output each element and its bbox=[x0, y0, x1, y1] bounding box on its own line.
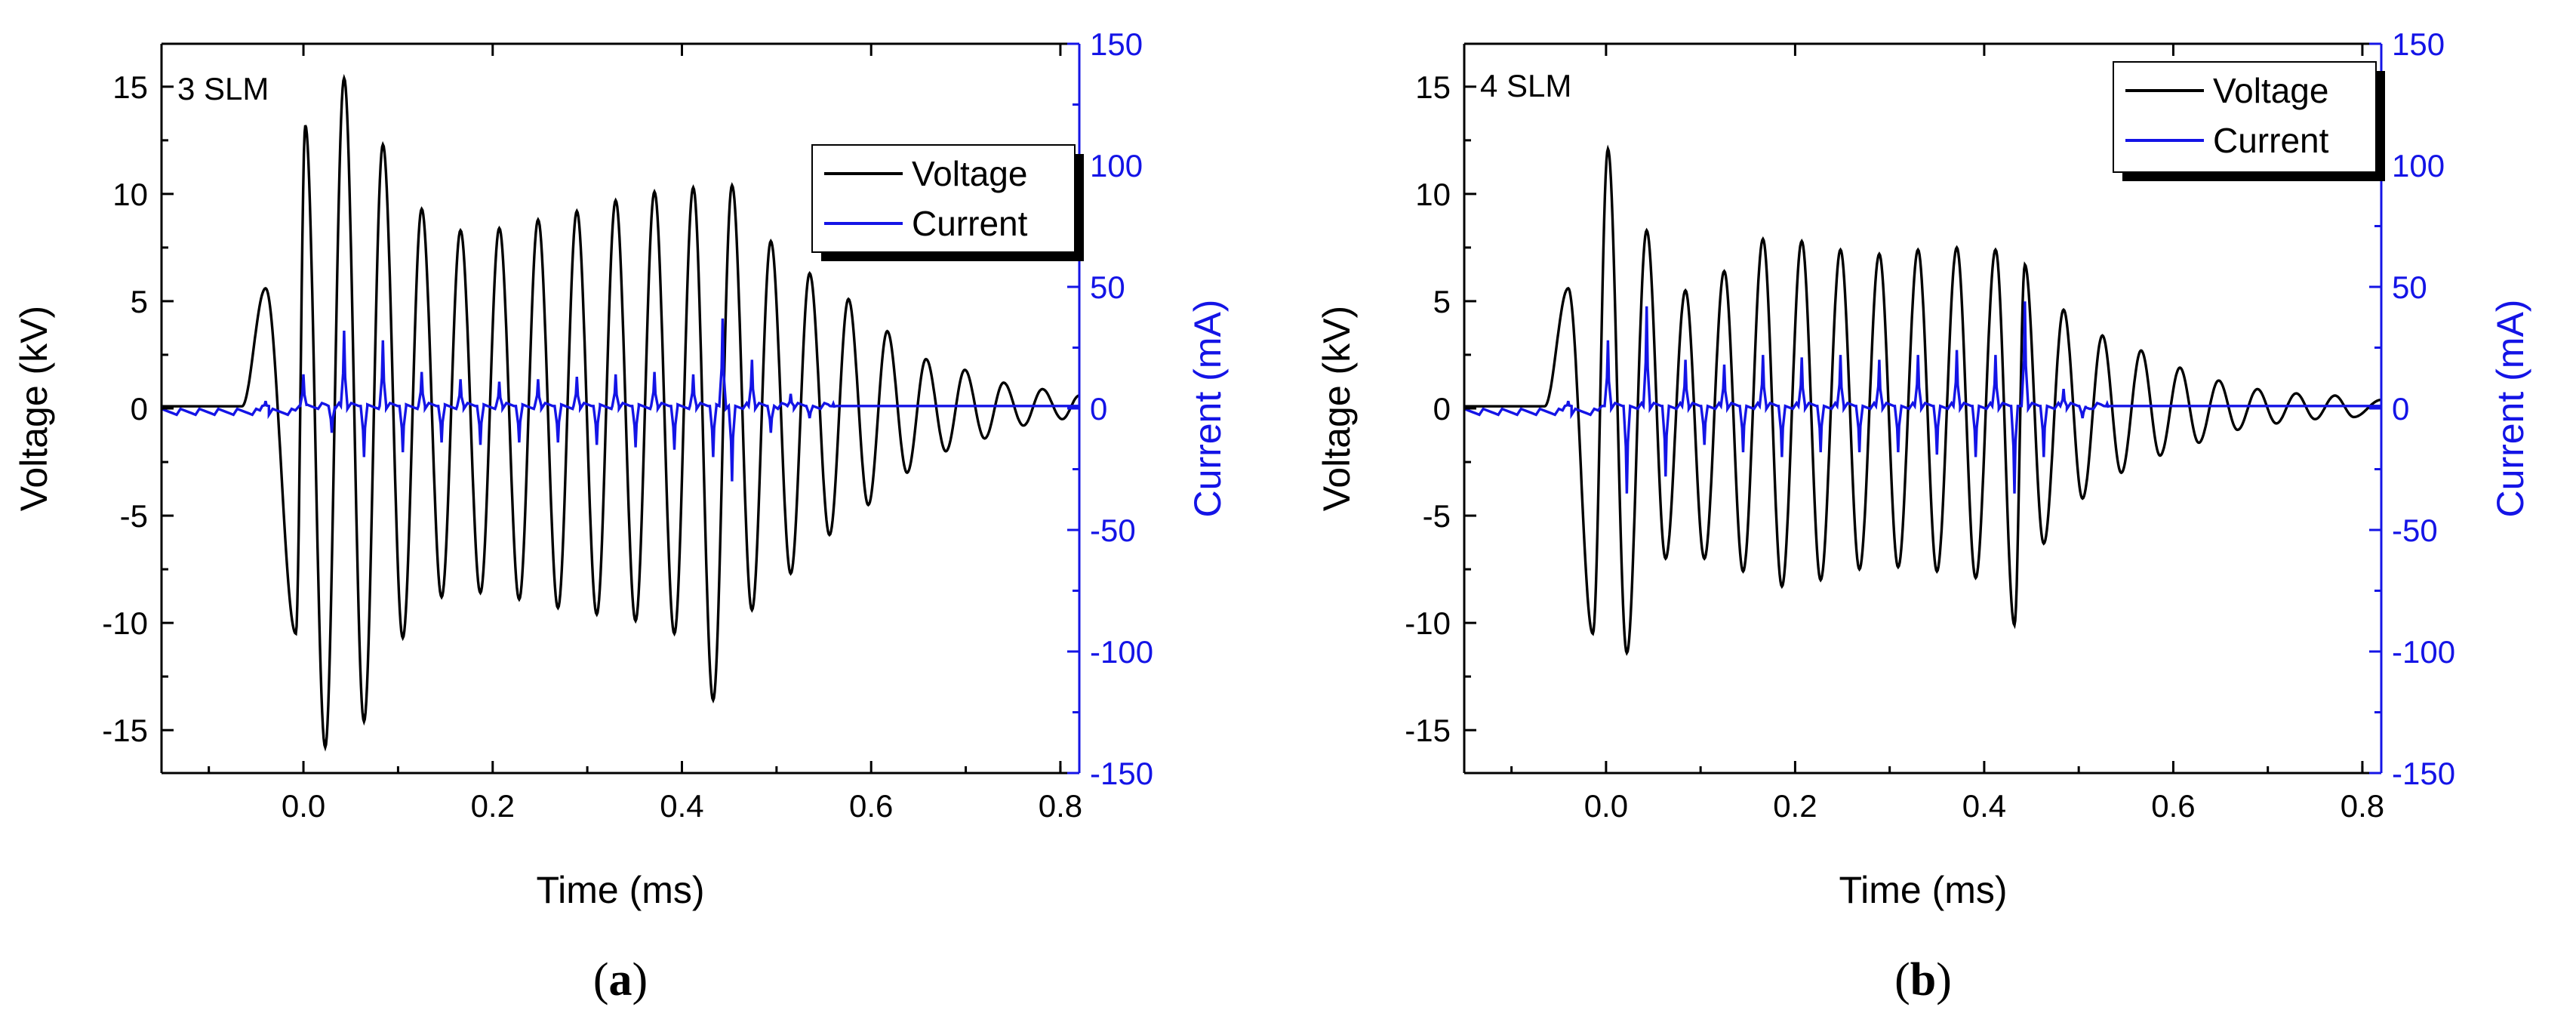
panel-a-y-tick-label: 15 bbox=[112, 69, 148, 105]
panel-a-x-axis-label: Time (ms) bbox=[536, 869, 704, 911]
panel-a-x-tick-label: 0.0 bbox=[282, 788, 325, 824]
panel-b-y-tick-label: -5 bbox=[1423, 498, 1451, 534]
panel-a-y-tick-label: -5 bbox=[120, 498, 148, 534]
panel-a-y2-axis-label: Current (mA) bbox=[1186, 300, 1229, 518]
panel-b-y2-tick-label: 150 bbox=[2392, 26, 2445, 62]
panel-b-x-tick-label: 0.4 bbox=[1962, 788, 2006, 824]
panel-b-y-tick-label: 0 bbox=[1433, 391, 1451, 427]
panel-a-voltage-line bbox=[162, 73, 1079, 752]
panel-b-y2-tick-label: -50 bbox=[2392, 513, 2438, 548]
panel-a-x-tick-label: 0.8 bbox=[1039, 788, 1082, 824]
panel-b-x-tick-label: 0.8 bbox=[2341, 788, 2384, 824]
panel-b-y-tick-label: 5 bbox=[1433, 284, 1451, 319]
panel-b-current-line bbox=[1464, 301, 2381, 494]
panel-a-x-tick-label: 0.4 bbox=[660, 788, 703, 824]
panel-a-y2-tick-label: 150 bbox=[1090, 26, 1143, 62]
panel-a-x-tick-label: 0.6 bbox=[849, 788, 893, 824]
panel-a-y-axis-label: Voltage (kV) bbox=[13, 306, 55, 511]
panel-b-y2-axis-label: Current (mA) bbox=[2489, 300, 2531, 518]
panel-b-y-axis-label: Voltage (kV) bbox=[1316, 306, 1358, 511]
panel-a-y2-tick-label: -100 bbox=[1090, 634, 1153, 670]
panel-a-legend-box bbox=[811, 144, 1076, 253]
panel-a-x-tick-label: 0.2 bbox=[471, 788, 515, 824]
panel-a-legend-current-label: Current bbox=[912, 204, 1028, 243]
panel-b-y2-tick-label: -150 bbox=[2392, 756, 2455, 791]
panel-b-legend-box bbox=[2113, 61, 2377, 173]
panel-a-y-tick-label: -15 bbox=[102, 713, 148, 748]
panel-a: 0.0 0.2 0.4 0.6 0.8151050-5-10-15150100500-5… bbox=[13, 26, 1229, 1006]
panel-b-y-tick-label: 10 bbox=[1415, 177, 1451, 212]
panel-b-sublabel: (b) bbox=[1894, 954, 1952, 1006]
panel-b-y2-tick-label: 50 bbox=[2392, 270, 2427, 305]
panel-a-y2-tick-label: -50 bbox=[1090, 513, 1136, 548]
panel-a-y-tick-label: 10 bbox=[112, 177, 148, 212]
panel-a-y-tick-label: -10 bbox=[102, 605, 148, 641]
panel-b-y-tick-label: 15 bbox=[1415, 69, 1451, 105]
panel-b-x-tick-label: 0.0 bbox=[1584, 788, 1628, 824]
panel-b-y2-tick-label: 0 bbox=[2392, 391, 2409, 427]
panel-a-y2-tick-label: 100 bbox=[1090, 148, 1143, 183]
panel-b-y2-tick-label: 100 bbox=[2392, 148, 2445, 183]
panel-b-y-tick-label: -15 bbox=[1405, 713, 1451, 748]
panel-a-y2-tick-label: 50 bbox=[1090, 270, 1125, 305]
panel-a-y-tick-label: 5 bbox=[131, 284, 148, 319]
panel-b-x-axis-label: Time (ms) bbox=[1839, 869, 2007, 911]
panel-b-x-tick-label: 0.6 bbox=[2151, 788, 2195, 824]
panel-a-legend-voltage-label: Voltage bbox=[912, 154, 1027, 193]
panel-b-y-tick-label: -10 bbox=[1405, 605, 1451, 641]
panel-a-y-tick-label: 0 bbox=[131, 391, 148, 427]
panel-b-x-tick-label: 0.2 bbox=[1773, 788, 1817, 824]
panel-a-sublabel: (a) bbox=[593, 954, 648, 1006]
panel-a-y2-tick-label: 0 bbox=[1090, 391, 1107, 427]
panel-b-legend-current-label: Current bbox=[2213, 121, 2329, 160]
panel-a-annotation: 3 SLM bbox=[177, 71, 269, 106]
panel-b-legend-voltage-label: Voltage bbox=[2213, 71, 2328, 110]
panel-a-y2-tick-label: -150 bbox=[1090, 756, 1153, 791]
panel-b-y2-tick-label: -100 bbox=[2392, 634, 2455, 670]
panel-a-current-line bbox=[162, 318, 1079, 482]
panel-b-annotation: 4 SLM bbox=[1480, 68, 1571, 103]
panel-b: 0.0 0.2 0.4 0.6 0.8151050-5-10-15150100500-5… bbox=[1316, 26, 2531, 1006]
panel-b-voltage-line bbox=[1464, 144, 2381, 656]
